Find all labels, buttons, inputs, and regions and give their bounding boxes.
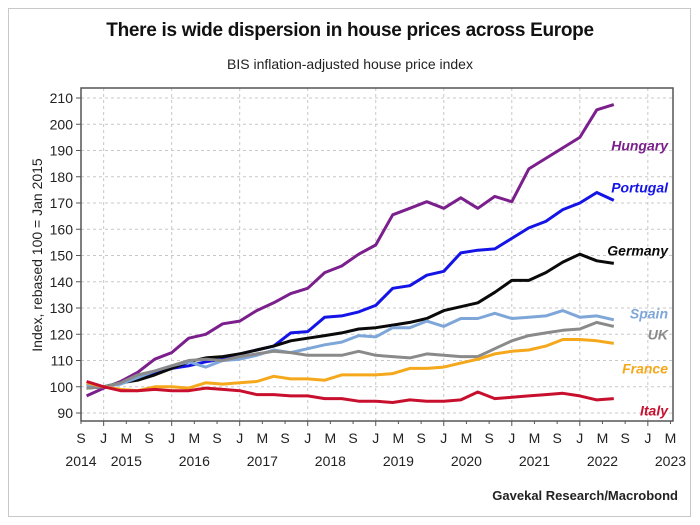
- chart-source: Gavekal Research/Macrobond: [492, 488, 678, 503]
- y-tick-label: 160: [50, 221, 74, 237]
- x-tick-label: S: [484, 430, 493, 446]
- y-tick-label: 130: [50, 300, 74, 316]
- y-tick-label: 120: [50, 326, 74, 342]
- series-lines: [85, 103, 615, 404]
- x-tick-label: J: [168, 430, 175, 446]
- x-year-label: 2018: [315, 453, 346, 469]
- x-tick-label: M: [461, 430, 473, 446]
- x-tick-label: S: [280, 430, 289, 446]
- x-tick-label: J: [508, 430, 515, 446]
- y-axis-label: Index, rebased 100 = Jan 2015: [29, 158, 45, 352]
- y-tick-label: 100: [50, 379, 74, 395]
- y-axis: 90 100 110 120 130 140 150 160 170 180 190 200 210: [50, 90, 81, 421]
- y-tick-label: 170: [50, 195, 74, 211]
- x-year-label: 2017: [247, 453, 278, 469]
- y-tick-label: 140: [50, 274, 74, 290]
- series-label-germany: Germany: [607, 242, 669, 258]
- y-tick-label: 150: [50, 248, 74, 264]
- x-tick-label: J: [236, 430, 243, 446]
- grid: [81, 88, 673, 421]
- x-tick-label: M: [120, 430, 132, 446]
- x-year-label: 2014: [65, 453, 96, 469]
- x-year-label: 2021: [519, 453, 550, 469]
- x-year-label: 2022: [587, 453, 618, 469]
- x-year-label: 2020: [451, 453, 482, 469]
- series-label-portugal: Portugal: [611, 179, 669, 195]
- series-label-hungary: Hungary: [611, 137, 669, 153]
- x-tick-label: J: [304, 430, 311, 446]
- x-tick-label: J: [644, 430, 651, 446]
- chart-title: There is wide dispersion in house prices…: [106, 20, 594, 41]
- x-tick-label: S: [76, 430, 85, 446]
- x-tick-label: S: [144, 430, 153, 446]
- y-tick-label: 190: [50, 143, 74, 159]
- y-tick-label: 110: [51, 353, 74, 369]
- series-line-hungary: [85, 103, 615, 398]
- y-tick-label: 180: [50, 169, 74, 185]
- x-tick-label: M: [188, 430, 200, 446]
- x-tick-label: S: [212, 430, 221, 446]
- x-tick-label: S: [348, 430, 357, 446]
- x-tick-label: M: [597, 430, 609, 446]
- series-line-uk: [86, 320, 615, 390]
- x-tick-label: J: [440, 430, 447, 446]
- series-label-uk: UK: [648, 326, 669, 342]
- chart-subtitle: BIS inflation-adjusted house price index: [227, 56, 473, 72]
- x-tick-label: S: [416, 430, 425, 446]
- x-tick-label: J: [100, 430, 107, 446]
- plot-border: [80, 87, 674, 422]
- x-tick-label: M: [257, 430, 269, 446]
- x-tick-label: J: [576, 430, 583, 446]
- x-tick-label: M: [665, 430, 677, 446]
- x-tick-label: M: [529, 430, 541, 446]
- series-line-germany: [86, 252, 615, 390]
- x-year-label: 2019: [383, 453, 414, 469]
- x-tick-label: M: [325, 430, 337, 446]
- x-tick-label: M: [393, 430, 405, 446]
- x-tick-label: S: [621, 430, 630, 446]
- y-tick-label: 90: [57, 405, 73, 421]
- x-year-label: 2023: [655, 453, 686, 469]
- series-line-portugal: [86, 191, 615, 389]
- series-label-spain: Spain: [630, 305, 668, 321]
- series-label-france: France: [622, 360, 668, 376]
- y-tick-label: 200: [50, 116, 74, 132]
- series-label-italy: Italy: [640, 402, 669, 418]
- series-labels: Hungary Portugal Germany Spain UK France Italy: [607, 137, 669, 418]
- chart-frame: [8, 8, 691, 517]
- x-tick-label: J: [372, 430, 379, 446]
- series-line-france: [86, 338, 615, 393]
- x-tick-label: S: [552, 430, 561, 446]
- y-tick-label: 210: [50, 90, 74, 106]
- x-year-label: 2016: [179, 453, 210, 469]
- series-line-italy: [86, 380, 614, 404]
- x-year-label: 2015: [111, 453, 142, 469]
